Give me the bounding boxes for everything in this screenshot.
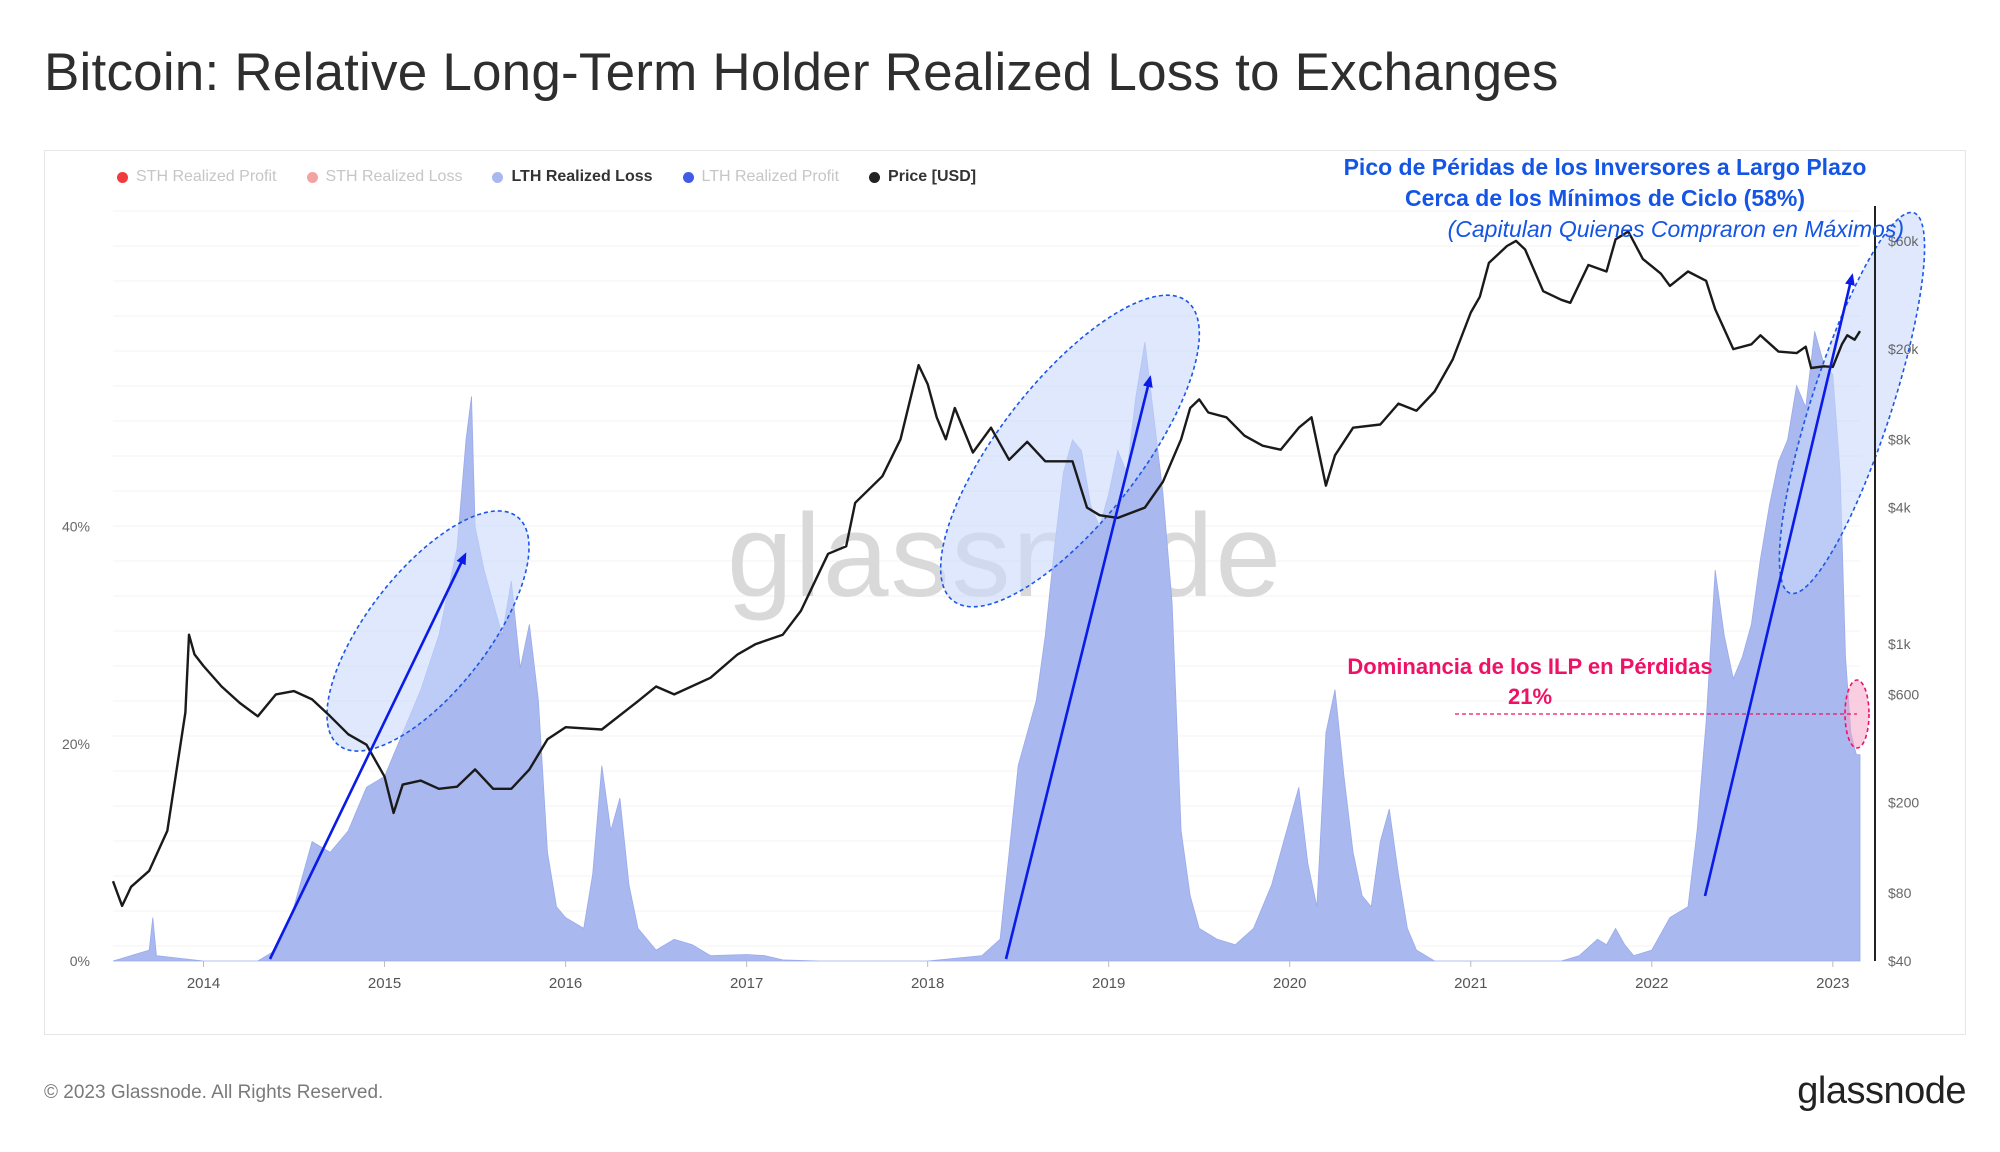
y-right-tick-0: $40 xyxy=(1888,953,1912,969)
y-right-tick-7: $20k xyxy=(1888,341,1919,357)
series-price-usd xyxy=(111,230,1862,908)
chart-legend: STH Realized Profit STH Realized Loss LTH … xyxy=(117,168,976,186)
trend-arrow-0 xyxy=(268,552,467,960)
y-right-tick-8: $60k xyxy=(1888,233,1919,249)
legend-label: STH Realized Profit xyxy=(136,168,277,185)
legend-item-1[interactable]: STH Realized Loss xyxy=(306,168,463,186)
x-tick-2017: 2017 xyxy=(730,975,763,992)
legend-dot xyxy=(682,171,694,183)
legend-item-3[interactable]: LTH Realized Profit xyxy=(682,168,840,186)
legend-label: LTH Realized Loss xyxy=(511,168,653,185)
x-tick-2022: 2022 xyxy=(1635,975,1668,992)
legend-item-2[interactable]: LTH Realized Loss xyxy=(492,168,653,186)
y-right-tick-4: $1k xyxy=(1888,636,1912,652)
x-tick-2018: 2018 xyxy=(911,975,944,992)
y-left-tick-2: 40% xyxy=(62,519,90,535)
peak-annotation-line2: Cerca de los Mínimos de Ciclo (58%) xyxy=(1404,185,1806,211)
peak-annotation-line1: Pico de Péridas de los Inversores a Larg… xyxy=(1343,154,1867,180)
peak-annotation: Pico de Péridas de los Inversores a Larg… xyxy=(1300,154,1910,243)
chart-panel: glassnode0%20%40%$40$80$200$600$1k$4k$8k… xyxy=(44,150,1966,1035)
legend-label: STH Realized Loss xyxy=(325,168,463,185)
legend-dot xyxy=(117,171,128,183)
legend-label: LTH Realized Profit xyxy=(701,168,840,185)
x-tick-2019: 2019 xyxy=(1092,975,1125,992)
legend-label: Price [USD] xyxy=(888,168,977,185)
legend-item-0[interactable]: STH Realized Profit xyxy=(117,168,277,186)
copyright-footer: © 2023 Glassnode. All Rights Reserved. xyxy=(44,1082,384,1103)
x-tick-2015: 2015 xyxy=(368,975,401,992)
y-left-tick-1: 20% xyxy=(62,736,90,752)
y-left-tick-0: 0% xyxy=(70,953,90,969)
x-tick-2020: 2020 xyxy=(1273,975,1306,992)
dominance-annotation-line2: 21% xyxy=(1507,684,1553,709)
legend-dot xyxy=(869,171,881,183)
chart-svg: glassnode0%20%40%$40$80$200$600$1k$4k$8k… xyxy=(62,206,1926,992)
dominance-annotation-line1: Dominancia de los ILP en Pérdidas xyxy=(1347,654,1713,679)
peak-annotation-line3: (Capitulan Quienes Compraron en Máximos) xyxy=(1447,216,1904,242)
x-tick-2023: 2023 xyxy=(1816,975,1849,992)
y-right-tick-1: $80 xyxy=(1888,885,1912,901)
highlight-ellipse-2 xyxy=(1778,211,1926,595)
dominance-annotation: Dominancia de los ILP en Pérdidas 21% xyxy=(1300,654,1760,710)
y-right-tick-2: $200 xyxy=(1888,795,1919,811)
brand-logo: glassnode xyxy=(1797,1070,1966,1112)
x-tick-2021: 2021 xyxy=(1454,975,1487,992)
y-right-tick-5: $4k xyxy=(1888,500,1912,516)
x-tick-2014: 2014 xyxy=(187,975,220,992)
trend-arrow-1 xyxy=(1004,375,1153,960)
legend-dot xyxy=(492,171,504,183)
y-right-tick-6: $8k xyxy=(1888,431,1912,447)
legend-dot xyxy=(306,171,318,183)
legend-item-4[interactable]: Price [USD] xyxy=(869,168,976,186)
x-tick-2016: 2016 xyxy=(549,975,582,992)
highlight-ellipse-1 xyxy=(939,294,1201,608)
y-right-tick-3: $600 xyxy=(1888,686,1919,702)
trend-arrow-2 xyxy=(1703,273,1855,897)
page-title: Bitcoin: Relative Long-Term Holder Reali… xyxy=(44,43,1559,102)
